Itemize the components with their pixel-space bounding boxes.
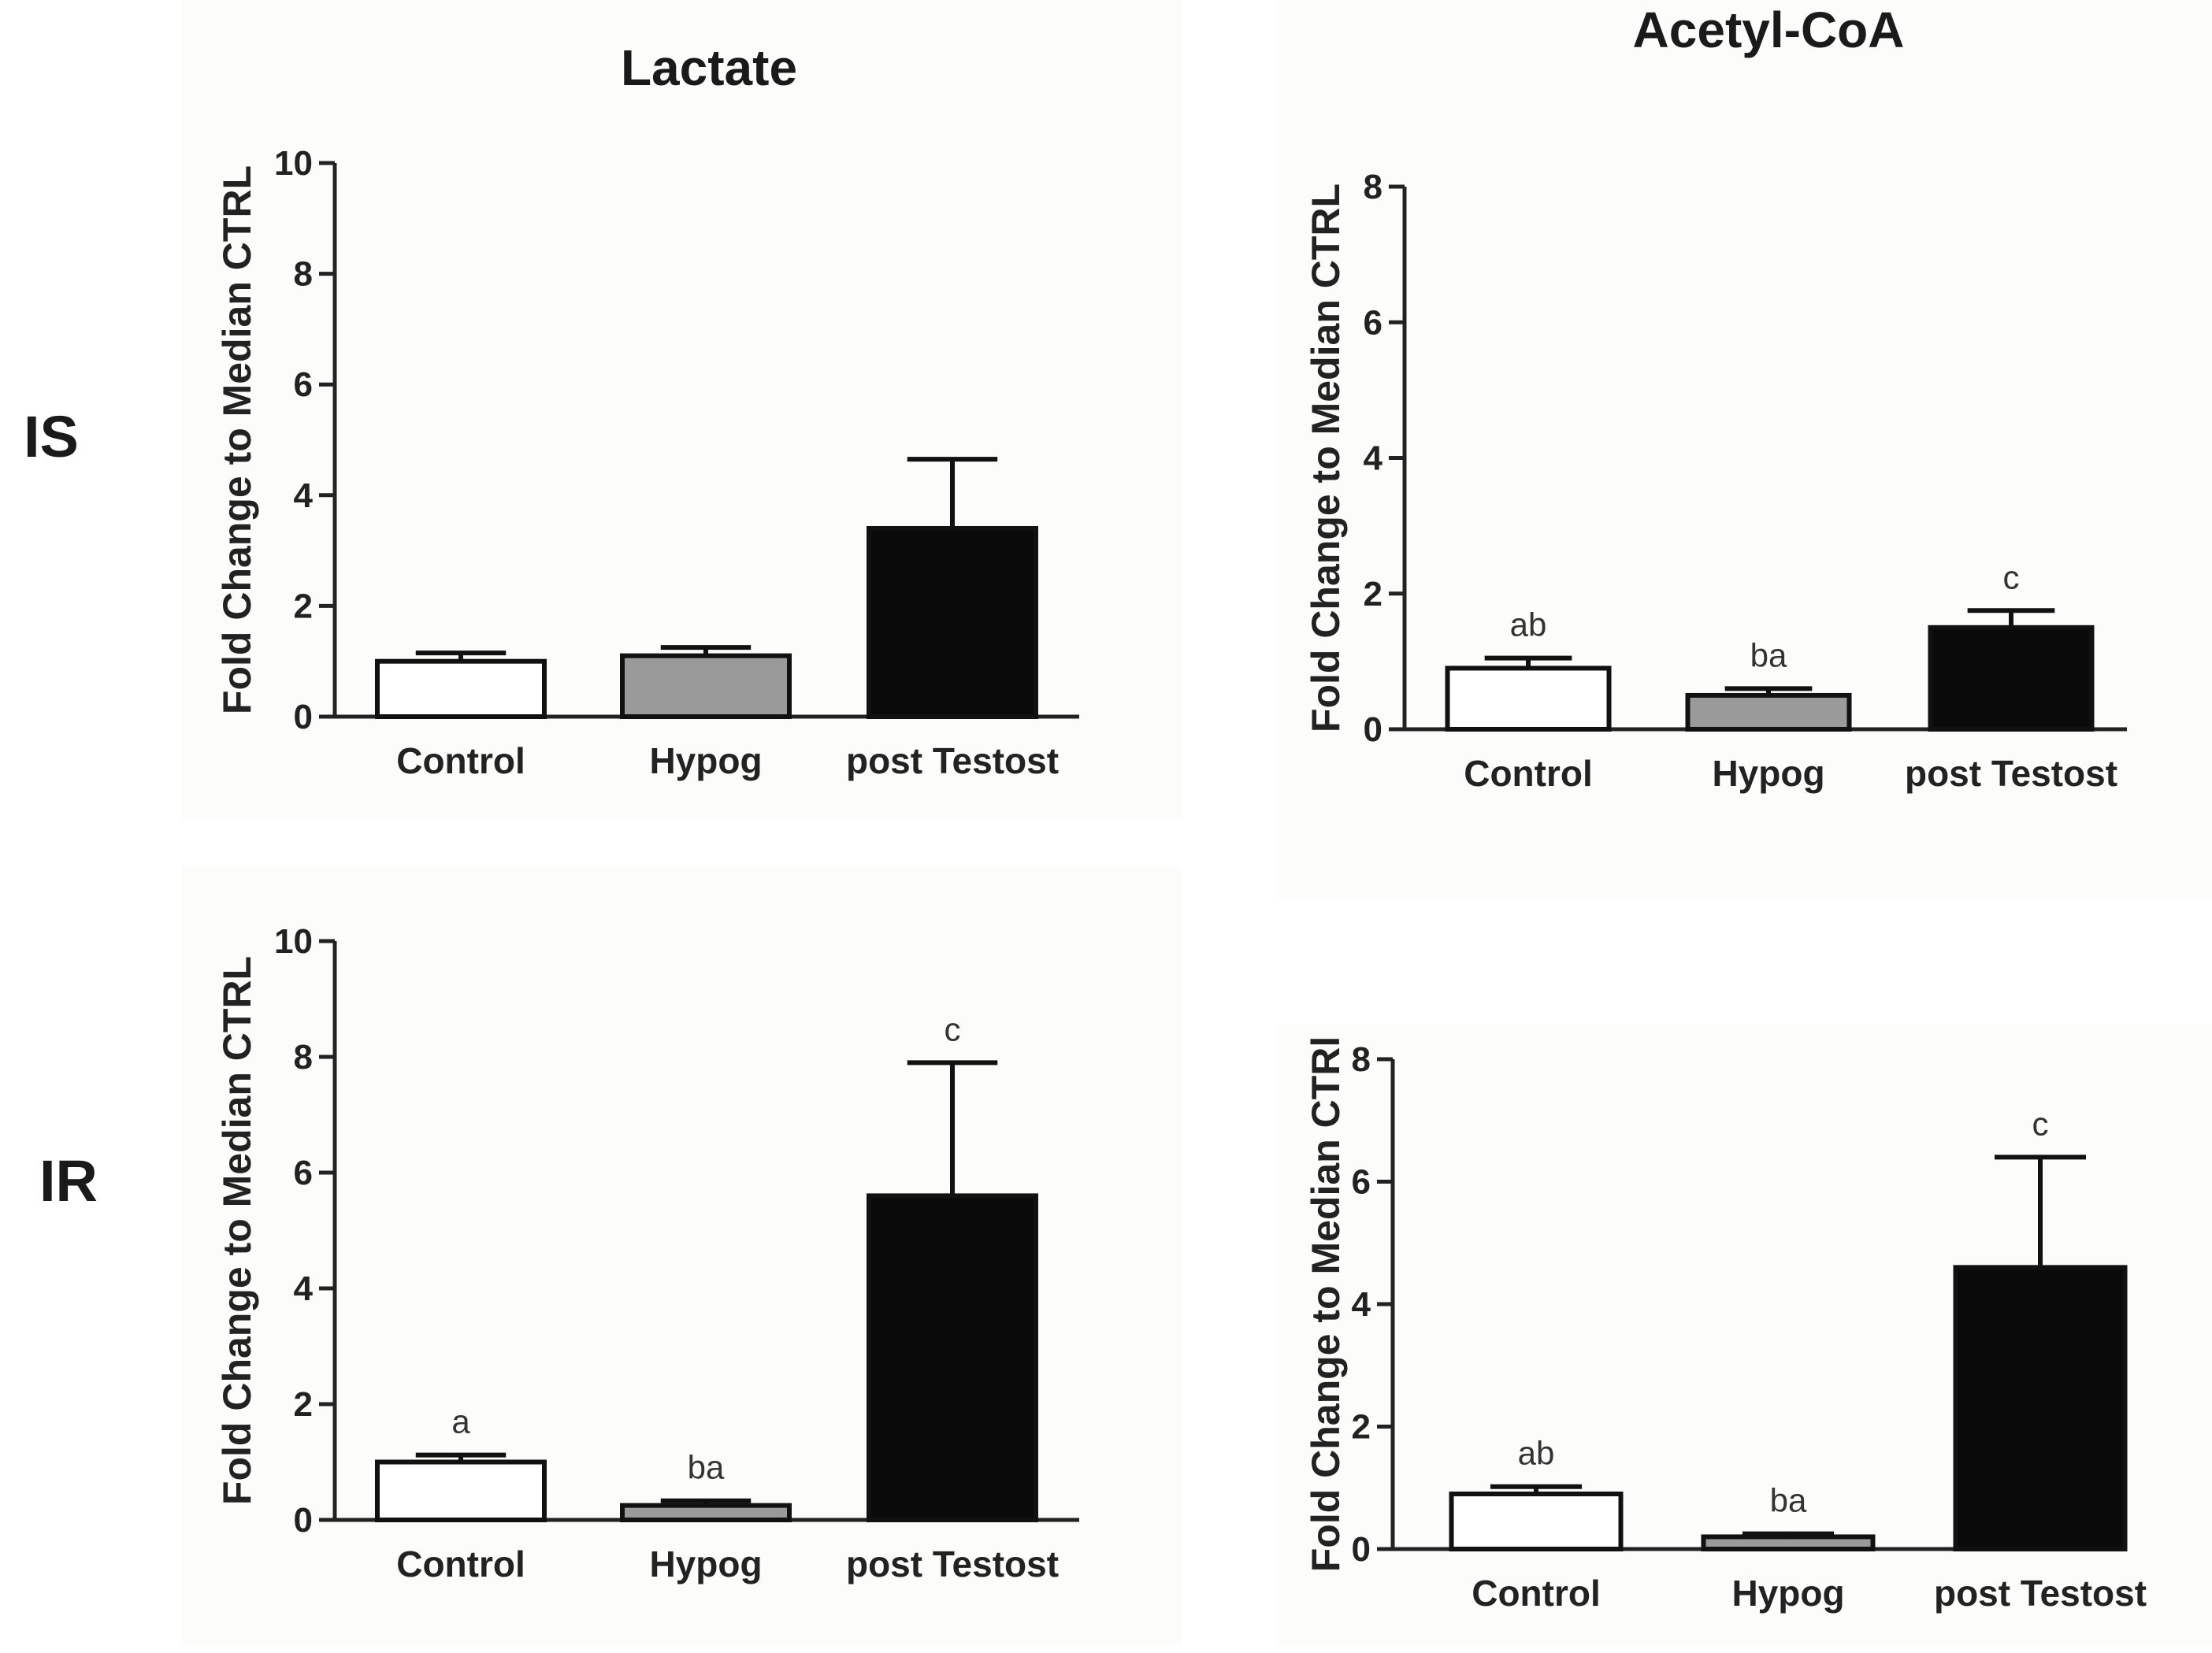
y-tick-label: 6 (1364, 303, 1382, 342)
bar-control (375, 1459, 547, 1522)
x-tick-label: Hypog (649, 1544, 762, 1584)
y-tick-label: 8 (294, 1038, 313, 1077)
chart-acetyl-coa-is: Acetyl-CoA Fold Change to Median CTRL 0 2 4 6… (1304, 2, 2127, 794)
bar-post-testost (1928, 625, 2095, 732)
significance-label: ba (1770, 1482, 1807, 1519)
y-tick-label: 4 (1364, 439, 1383, 478)
bar-control (1449, 1492, 1624, 1552)
bar-post-testost (1953, 1265, 2128, 1551)
y-tick-label: 2 (294, 587, 313, 625)
bar-post-testost (867, 1193, 1038, 1523)
x-tick-label: Hypog (1712, 753, 1824, 794)
y-tick-label: 6 (294, 1154, 313, 1192)
y-axis-label: Fold Change to Median CTRl (1304, 1036, 1348, 1573)
row-label-is: IS (24, 404, 79, 469)
y-tick-label: 10 (274, 922, 313, 961)
x-tick-label: Control (1464, 753, 1593, 794)
significance-label: c (945, 1010, 961, 1047)
x-tick-label: Hypog (1731, 1573, 1844, 1614)
x-tick-label: post Testost (846, 740, 1059, 781)
significance-label: c (2003, 558, 2020, 595)
significance-label: ab (1510, 606, 1547, 643)
bar-hypog (1685, 692, 1852, 732)
bar-hypog (620, 1503, 792, 1522)
row-label-ir: IR (39, 1148, 98, 1214)
y-tick-label: 0 (294, 1501, 313, 1540)
y-tick-label: 0 (1364, 710, 1382, 749)
x-tick-label: post Testost (846, 1544, 1059, 1584)
y-axis-label: Fold Change to Median CTRL (215, 956, 259, 1505)
y-tick-label: 2 (1352, 1408, 1371, 1447)
significance-label: ab (1518, 1435, 1555, 1472)
x-tick-label: Control (396, 740, 525, 781)
x-tick-label: Control (1472, 1573, 1601, 1614)
chart-acetyl-coa-ir: Fold Change to Median CTRl 0 2 4 6 8 ab Control… (1304, 1036, 2147, 1614)
y-tick-label: 8 (1364, 168, 1382, 206)
y-tick-label: 4 (294, 476, 314, 515)
chart-lactate-ir: Fold Change to Median CTRL 0 2 4 6 8 10 a Contro… (215, 922, 1079, 1584)
y-tick-label: 6 (1352, 1163, 1371, 1202)
y-tick-label: 0 (294, 698, 313, 736)
panel-bg-top-right (1276, 0, 2212, 898)
x-tick-label: Hypog (649, 740, 762, 781)
chart-title: Lactate (621, 39, 797, 96)
chart-lactate-is: Lactate Fold Change to Median CTRL 0 2 4 6 8 10… (215, 39, 1079, 781)
bar-control (1445, 665, 1612, 732)
x-tick-label: post Testost (1934, 1573, 2147, 1614)
bar-hypog (1701, 1534, 1876, 1551)
y-tick-label: 4 (294, 1269, 314, 1308)
bar-hypog (620, 653, 792, 719)
y-axis-label: Fold Change to Median CTRL (215, 165, 259, 714)
y-tick-label: 6 (294, 365, 313, 404)
significance-label: ba (1750, 636, 1787, 673)
y-tick-label: 8 (1352, 1040, 1371, 1079)
y-tick-label: 8 (294, 255, 313, 294)
y-tick-label: 2 (294, 1385, 313, 1424)
bar-post-testost (867, 525, 1038, 719)
significance-label: ba (688, 1449, 725, 1486)
significance-label: a (451, 1403, 470, 1440)
y-tick-label: 10 (274, 144, 313, 183)
y-axis-label: Fold Change to Median CTRL (1304, 183, 1348, 732)
chart-title: Acetyl-CoA (1633, 2, 1905, 58)
significance-label: c (2032, 1105, 2049, 1142)
x-tick-label: post Testost (1905, 753, 2117, 794)
y-tick-label: 4 (1352, 1285, 1371, 1324)
y-tick-label: 0 (1352, 1530, 1371, 1569)
bar-control (375, 658, 547, 720)
x-tick-label: Control (396, 1544, 525, 1584)
y-tick-label: 2 (1364, 575, 1382, 613)
